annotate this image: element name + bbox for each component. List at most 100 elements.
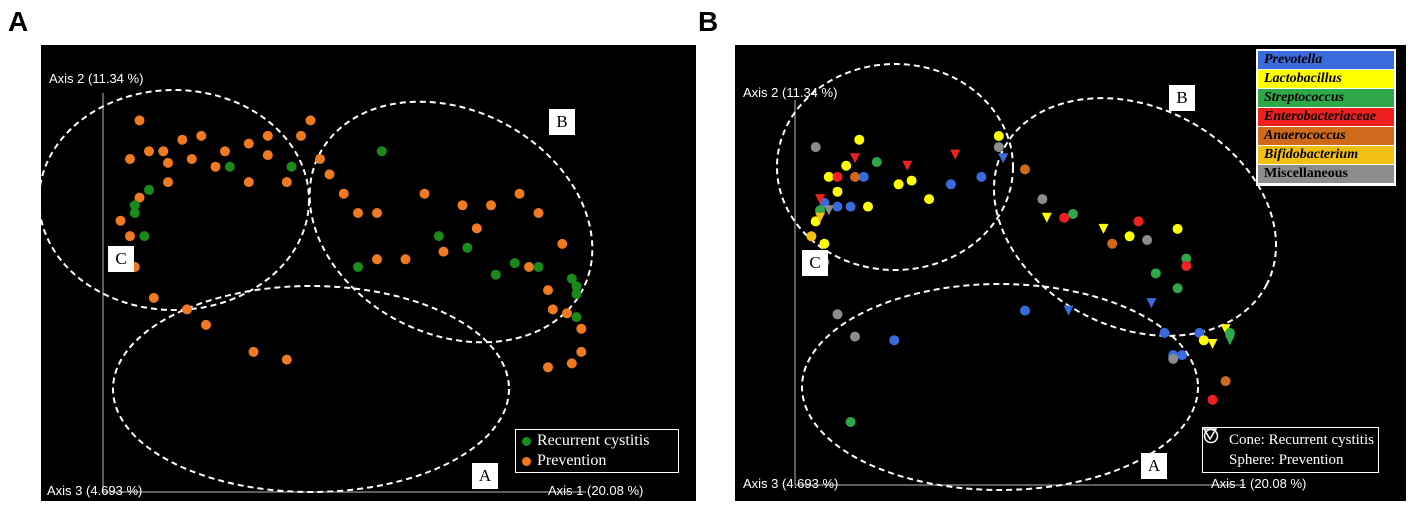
data-point [524,262,534,272]
sphere-point [871,157,882,167]
data-point [148,292,159,303]
sphere-point [1059,212,1070,223]
plot-a-canvas [41,89,594,493]
sphere-point [1172,223,1183,234]
cluster-label-b: B [549,109,575,135]
data-point [562,308,572,319]
data-point [134,115,145,126]
sphere-point [1037,194,1048,205]
shape-legend-sphere: Sphere: Prevention [1203,428,1374,470]
legend-item-prevention: Prevention [516,451,678,471]
cone-point [1041,212,1052,223]
sphere-point [1198,335,1209,346]
data-point [186,154,197,164]
sphere-point [1133,216,1144,227]
data-point [129,200,140,211]
data-point [557,238,568,249]
data-point [210,161,221,172]
data-point [262,150,273,161]
plot-a: Axis 2 (11.34 %) Axis 3 (4.693 %) Axis 1… [41,45,696,501]
axis1-label: Axis 1 (20.08 %) [548,483,644,498]
sphere-point [832,186,843,197]
sphere-point [1207,394,1218,405]
sphere-point [1020,164,1030,175]
panel-b-letter: B [698,6,719,37]
axis3-label: Axis 3 (4.693 %) [47,483,143,498]
genus-bifidobacterium: Bifidobacterium [1258,146,1394,164]
data-point [490,269,501,280]
cone-point [1098,223,1109,234]
cluster-ellipse-c [41,89,310,311]
sphere-point [1168,353,1179,364]
sphere-point [832,171,843,182]
cone-point [998,153,1009,164]
sphere-point [863,201,873,212]
data-point [533,208,544,218]
legend-label-recurrent: Recurrent cystitis [537,432,650,449]
shape-legend-cone: Cone: Recurrent cystitis [1203,428,1374,450]
cone-point [1220,324,1231,335]
data-point [338,188,349,199]
sphere-point [1172,283,1183,294]
sphere-point [924,194,935,205]
sphere-point [1181,261,1192,271]
sphere-point [1150,268,1161,279]
data-point [243,138,254,149]
genus-anaerococcus: Anaerococcus [1258,127,1394,145]
genus-enterobacteriaceae: Enterobacteriaceae [1258,108,1394,126]
cluster-label-b: B [1169,85,1195,111]
sphere-point [1194,327,1205,338]
sphere-point [945,179,956,190]
sphere-point [1107,238,1118,249]
data-point [457,200,468,211]
sphere-point [850,171,860,182]
data-point [248,346,259,357]
data-point [543,362,553,373]
sphere-point [1159,327,1170,338]
sphere-point [832,309,843,320]
axis1-label: Axis 1 (20.08 %) [1211,476,1307,491]
legend-item-recurrent: Recurrent cystitis [516,431,678,451]
sphere-point [1020,305,1030,316]
data-point [576,346,587,357]
cluster-ellipse-b [992,97,1278,337]
data-point [201,319,211,330]
shape-legend-sphere-label: Sphere: Prevention [1229,451,1344,468]
data-point [471,223,482,234]
sphere-point [889,335,900,346]
sphere-point [1220,376,1231,387]
sphere-point [1068,209,1078,219]
sphere-point [832,201,843,212]
cone-point [823,205,834,216]
cone-point [1207,339,1218,349]
data-point [353,262,363,272]
data-point [372,208,382,218]
cone-point [815,212,826,223]
data-point [134,192,145,203]
genus-miscellaneous: Miscellaneous [1258,165,1394,183]
data-point [177,134,188,145]
plot-b: Axis 2 (11.34 %) Axis 3 (4.693 %) Axis 1… [735,45,1406,501]
sphere-point [1181,253,1192,264]
data-point [514,188,525,199]
cone-point [902,160,913,171]
data-point [571,312,582,323]
legend-label-prevention: Prevention [537,452,607,469]
sphere-point [993,142,1004,153]
data-point [509,258,520,269]
cone-point [1224,335,1235,346]
genus-legend: Prevotella Lactobacillus Streptococcus E… [1256,49,1396,186]
axis2-label: Axis 2 (11.34 %) [743,85,838,100]
legend-a: Recurrent cystitis Prevention [515,429,679,473]
data-point [571,281,582,292]
cluster-ellipse-c [776,63,1014,271]
sphere-point [976,171,987,182]
data-point [262,130,273,141]
data-point [462,242,473,253]
cluster-label-a: A [1141,453,1167,479]
data-point [566,273,577,284]
cone-point [1063,305,1074,316]
sphere-point [993,131,1004,141]
data-point [144,184,154,195]
data-point [305,115,316,126]
